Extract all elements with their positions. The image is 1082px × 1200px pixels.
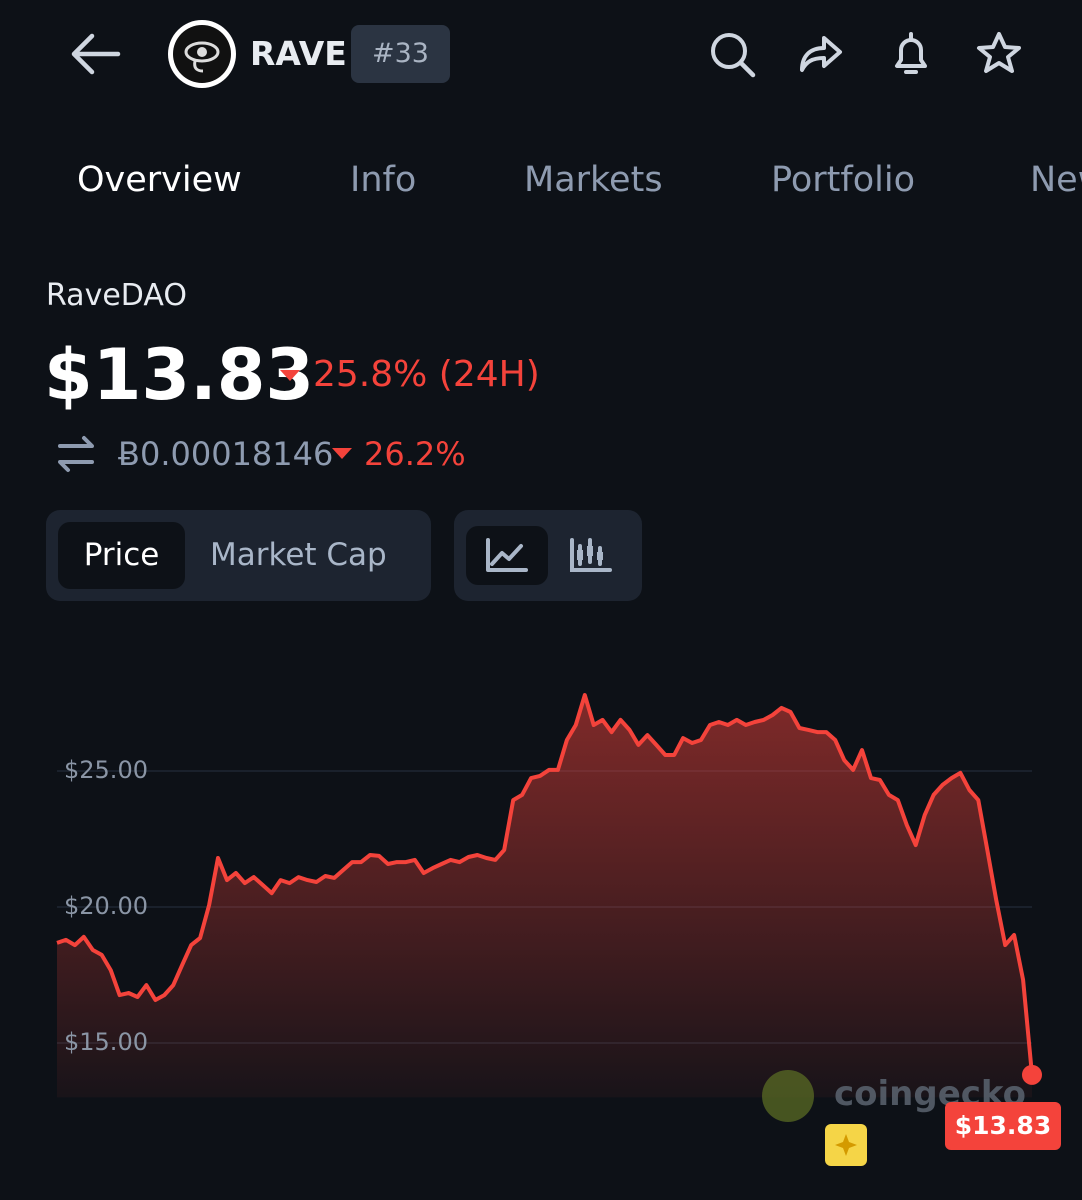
- search-button[interactable]: [706, 28, 758, 84]
- tab[interactable]: Portfolio: [771, 160, 915, 200]
- candle-chart-button[interactable]: [558, 526, 628, 585]
- y-tick-label: $25.00: [64, 756, 148, 784]
- btc-change: 26.2%: [364, 435, 466, 473]
- badge-icon: [825, 1124, 867, 1166]
- last-price-label: $13.83: [945, 1102, 1061, 1150]
- tab[interactable]: Info: [350, 160, 417, 200]
- swap-icon: [54, 432, 98, 480]
- rank-badge: #33: [351, 25, 450, 83]
- line-chart-button[interactable]: [466, 526, 548, 585]
- price: $13.83: [44, 334, 315, 416]
- last-point: [1022, 1064, 1042, 1085]
- watchlist-button[interactable]: [973, 28, 1025, 84]
- down-arrow: [332, 448, 352, 459]
- y-tick-label: $15.00: [64, 1028, 148, 1056]
- share-button[interactable]: [796, 28, 848, 84]
- alert-button[interactable]: [885, 28, 937, 84]
- price-change: 25.8% (24H): [313, 354, 540, 395]
- price-line: [56, 693, 1034, 1075]
- coin-name: RaveDAO: [46, 278, 187, 313]
- down-arrow: [280, 370, 300, 381]
- tab[interactable]: News: [1030, 160, 1082, 200]
- back-button[interactable]: [66, 28, 126, 80]
- coin-logo: [168, 20, 236, 88]
- y-tick-label: $20.00: [64, 892, 148, 920]
- toggle-option[interactable]: Market Cap: [210, 537, 387, 573]
- tab[interactable]: Markets: [524, 160, 663, 200]
- btc-price: Ƀ0.00018146: [118, 435, 334, 473]
- chart-style-toggle: [454, 510, 642, 601]
- tab[interactable]: Overview: [77, 160, 242, 200]
- watermark-logo: [762, 1070, 814, 1122]
- metric-toggle: Price Market Cap: [46, 510, 431, 601]
- area-fill: [57, 695, 1032, 1098]
- toggle-option[interactable]: Price: [58, 522, 185, 589]
- coin-symbol: RAVE: [250, 34, 347, 73]
